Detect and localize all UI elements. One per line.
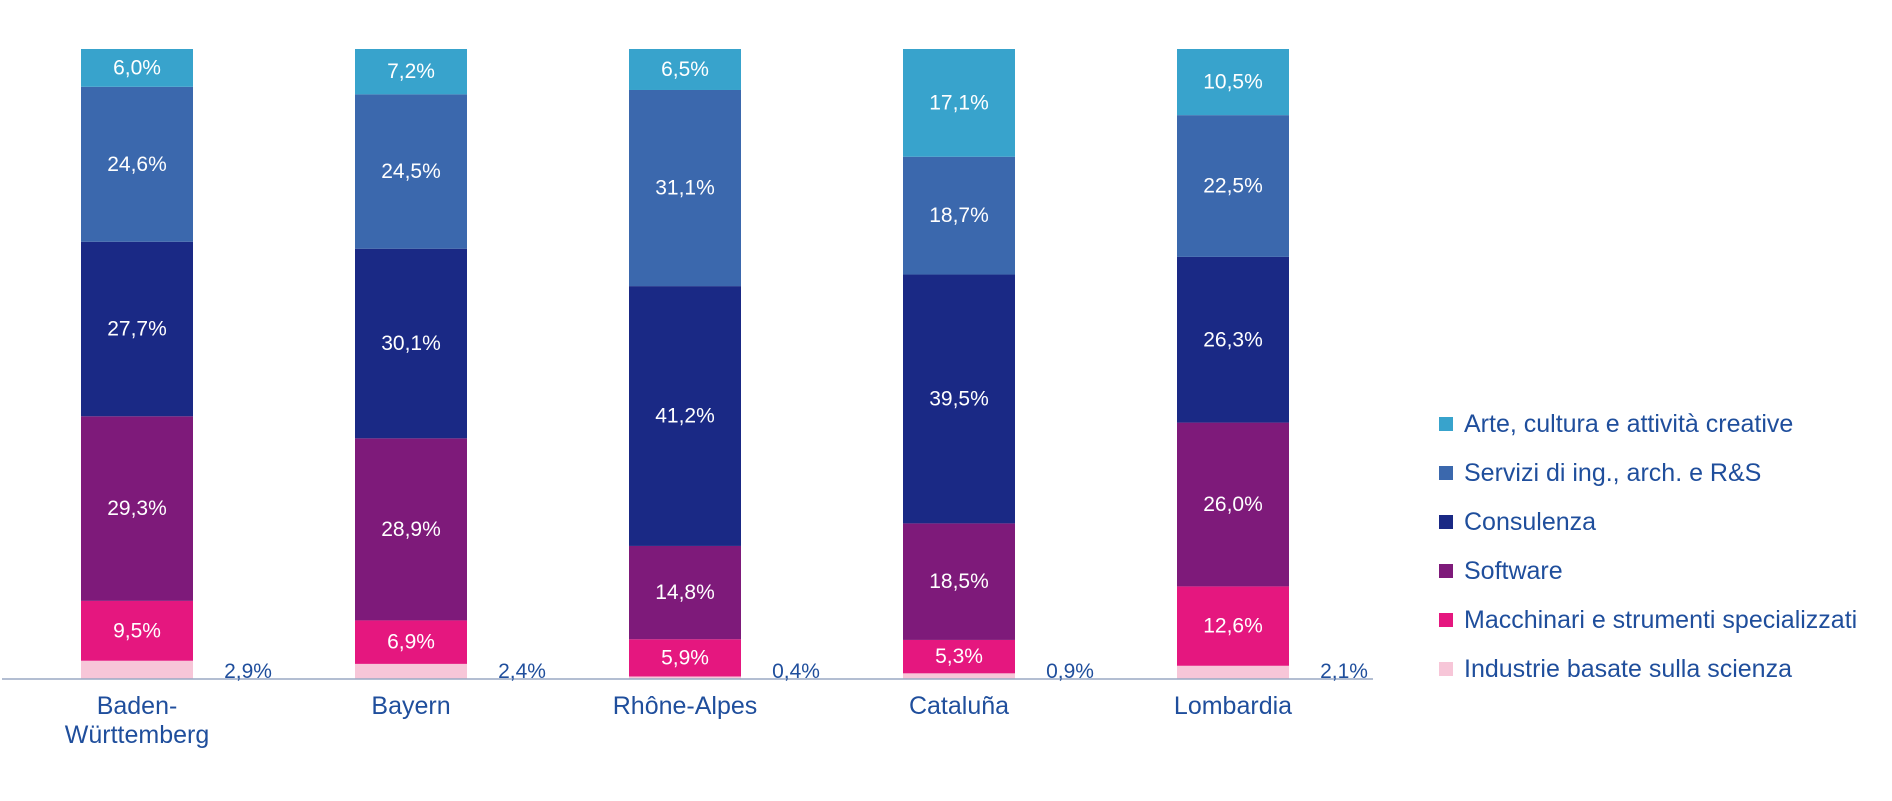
- data-label: 28,9%: [381, 518, 441, 541]
- legend-label: Consulenza: [1464, 508, 1596, 536]
- data-label: 22,5%: [1203, 175, 1263, 198]
- bar-segment: [81, 416, 193, 601]
- legend-swatch: [1439, 417, 1453, 431]
- bar-segment: [629, 89, 741, 287]
- bar-segment: [629, 639, 741, 677]
- data-label: 6,5%: [661, 58, 709, 81]
- data-label: 5,9%: [661, 646, 709, 669]
- data-label-outside: 2,4%: [498, 660, 546, 683]
- data-label: 30,1%: [381, 332, 441, 355]
- legend-label: Servizi di ing., arch. e R&S: [1464, 459, 1761, 487]
- data-label: 26,3%: [1203, 328, 1263, 351]
- bar-segment: [903, 274, 1015, 524]
- bar-segment: [903, 49, 1015, 157]
- bar-segment: [1177, 422, 1289, 587]
- bar-segment: [629, 545, 741, 640]
- data-label: 6,9%: [387, 631, 435, 654]
- data-label-outside: 0,4%: [772, 660, 820, 683]
- bar-segment: [355, 620, 467, 664]
- bar-segment: [355, 438, 467, 621]
- x-tick-label: Bayern: [371, 692, 450, 720]
- bar-segment: [1177, 586, 1289, 666]
- data-label: 27,7%: [107, 318, 167, 341]
- x-tick-label: Württemberg: [65, 721, 209, 749]
- bar-segment: [1177, 115, 1289, 257]
- bar-segment: [903, 523, 1015, 640]
- legend-label: Industrie basate sulla scienza: [1464, 655, 1792, 683]
- bar-segment: [903, 673, 1015, 679]
- legend-swatch: [1439, 662, 1453, 676]
- data-label: 9,5%: [113, 619, 161, 642]
- legend-label: Arte, cultura e attività creative: [1464, 410, 1793, 438]
- bar-segment: [355, 663, 467, 679]
- bars-layer: [81, 49, 1289, 679]
- bar-segment: [81, 660, 193, 679]
- data-label: 5,3%: [935, 645, 983, 668]
- data-label: 18,7%: [929, 204, 989, 227]
- x-tick-label: Cataluña: [909, 692, 1009, 720]
- data-label: 18,5%: [929, 570, 989, 593]
- data-label: 31,1%: [655, 177, 715, 200]
- data-label: 12,6%: [1203, 615, 1263, 638]
- bar-segment: [81, 86, 193, 242]
- category-labels: Baden-Württemberg Bayern Rhône-Alpes Catalu…: [65, 692, 1292, 749]
- x-tick-label: Baden-: [97, 692, 178, 720]
- data-label-outside: 2,1%: [1320, 660, 1368, 683]
- data-label: 24,6%: [107, 153, 167, 176]
- legend-label: Macchinari e strumenti specializzati: [1464, 606, 1857, 634]
- data-label: 29,3%: [107, 497, 167, 520]
- legend-swatch: [1439, 466, 1453, 480]
- legend: Arte, cultura e attività creative Servizi…: [1439, 410, 1857, 683]
- data-label: 41,2%: [655, 405, 715, 428]
- bar-segment: [903, 156, 1015, 275]
- data-label: 24,5%: [381, 160, 441, 183]
- data-label-outside: 0,9%: [1046, 660, 1094, 683]
- data-label: 7,2%: [387, 60, 435, 83]
- bar-segment: [1177, 665, 1289, 679]
- bar-segment: [355, 49, 467, 95]
- legend-swatch: [1439, 564, 1453, 578]
- labels-layer: 2,9% 9,5% 29,3% 27,7% 24,6% 6,0% 2,4% 6,9% 28,9%…: [107, 56, 1368, 683]
- bar-segment: [81, 600, 193, 661]
- legend-label: Software: [1464, 557, 1563, 585]
- data-label: 26,0%: [1203, 493, 1263, 516]
- data-label-outside: 2,9%: [224, 660, 272, 683]
- data-label: 6,0%: [113, 56, 161, 79]
- legend-swatch: [1439, 515, 1453, 529]
- bar-segment: [81, 241, 193, 417]
- bar-segment: [355, 248, 467, 439]
- data-label: 17,1%: [929, 91, 989, 114]
- legend-swatch: [1439, 613, 1453, 627]
- bar-segment: [1177, 256, 1289, 423]
- data-label: 10,5%: [1203, 71, 1263, 94]
- bar-segment: [81, 49, 193, 87]
- bar-segment: [903, 639, 1015, 674]
- x-tick-label: Lombardia: [1174, 692, 1292, 720]
- x-tick-label: Rhône-Alpes: [613, 692, 758, 720]
- bar-segment: [629, 676, 741, 679]
- bar-segment: [355, 94, 467, 249]
- data-label: 14,8%: [655, 581, 715, 604]
- bar-segment: [1177, 49, 1289, 116]
- data-label: 39,5%: [929, 387, 989, 410]
- bar-segment: [629, 49, 741, 90]
- bar-segment: [629, 286, 741, 546]
